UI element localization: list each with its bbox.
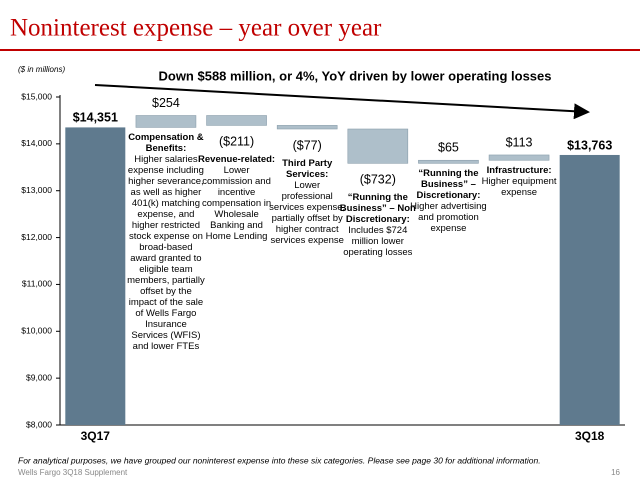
footnote: For analytical purposes, we have grouped… (18, 455, 541, 465)
description-text: Includes $724 million lower operating lo… (343, 225, 413, 259)
bar (65, 127, 126, 426)
category-label: Compensation & Benefits: (128, 132, 204, 155)
category-description: “Running the Business” – Non Discretiona… (339, 192, 417, 258)
category-label: Third Party Services: (282, 158, 333, 180)
category-label: Revenue-related: (198, 154, 276, 166)
description-text: Lower professional services expense, par… (269, 180, 346, 246)
bar (206, 115, 267, 126)
y-tick-label: $11,000 (22, 279, 52, 289)
value-label: ($77) (293, 138, 322, 152)
value-label: $65 (438, 141, 459, 155)
y-tick-label: $13,000 (21, 185, 52, 195)
description-text: Higher salaries expense including higher… (127, 154, 205, 353)
category-label: Infrastructure: (486, 165, 552, 177)
value-label: $113 (506, 135, 533, 149)
category-description: “Running the Business” – Discretionary: H… (409, 168, 487, 234)
bar (418, 159, 479, 164)
value-label: ($211) (219, 135, 254, 149)
value-label: $14,351 (73, 111, 118, 125)
category-description: Infrastructure: Higher equipment expense (480, 165, 558, 198)
category-description: Compensation & Benefits: Higher salaries … (127, 132, 205, 352)
bar (135, 115, 197, 128)
category-description: Third Party Services: Lower professional … (268, 158, 346, 246)
value-label: $254 (152, 96, 180, 110)
description-text: Lower commission and incentive compensat… (201, 165, 272, 243)
bar (488, 154, 550, 161)
chart-title: Noninterest expense – year over year (10, 15, 382, 42)
description-text: Higher equipment expense (481, 176, 557, 199)
y-tick-label: $15,000 (21, 91, 52, 101)
annotation: Down $588 million, or 4%, YoY driven by … (158, 68, 551, 83)
description-text: Higher advertising and promotion expense (410, 201, 487, 235)
footer-source: Wells Fargo 3Q18 Supplement (18, 468, 128, 477)
bar (347, 128, 409, 164)
y-tick-label: $14,000 (21, 138, 52, 148)
y-tick-label: $8,000 (26, 419, 52, 429)
category-label: “Running the Business” – Non Discretiona… (339, 192, 416, 226)
category-description: Revenue-related: Lower commission and inc… (198, 154, 276, 242)
value-label: ($732) (360, 173, 396, 187)
y-tick-label: $12,000 (21, 232, 52, 242)
x-tick-label: 3Q17 (81, 429, 111, 443)
y-tick-label: $9,000 (26, 372, 52, 382)
bar (276, 125, 338, 130)
y-tick-label: $10,000 (21, 326, 52, 336)
x-tick-label: 3Q18 (575, 429, 605, 443)
category-label: “Running the Business” – Discretionary: (416, 168, 481, 202)
trend-arrow (94, 84, 590, 120)
value-label: $13,763 (567, 138, 612, 152)
page-number: 16 (611, 468, 620, 477)
subtitle: ($ in millions) (18, 65, 65, 74)
bar (559, 154, 620, 425)
